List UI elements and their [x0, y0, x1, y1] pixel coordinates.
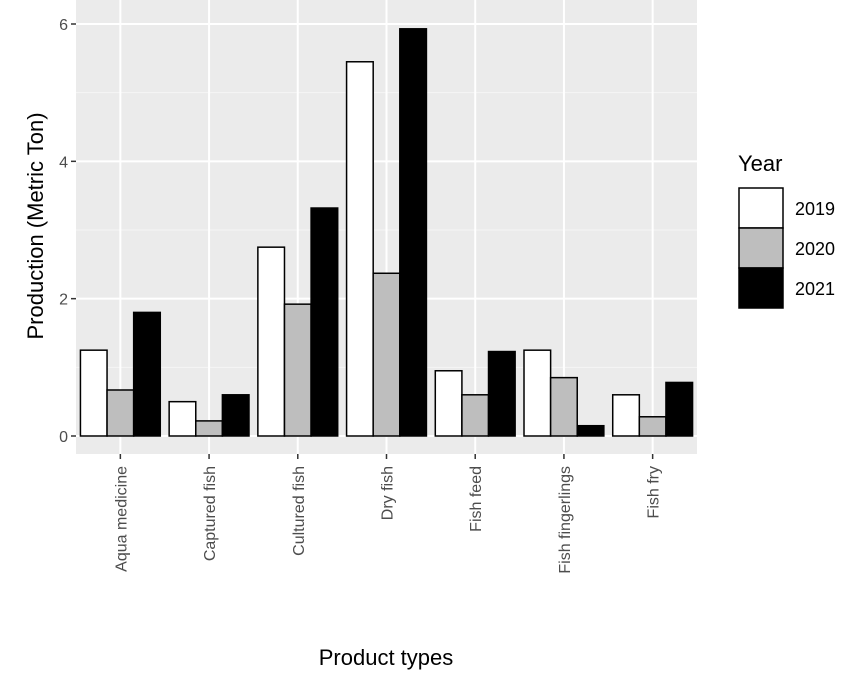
bar-2020-fish-feed: [461, 394, 490, 437]
legend-key-2021: [738, 267, 784, 309]
bar-2021-fish-fingerlings: [576, 424, 605, 437]
bar-2020-fish-fingerlings: [549, 376, 578, 437]
legend-key-2020: [738, 227, 784, 269]
x-tick-label: Cultured fish: [291, 466, 308, 556]
legend-label-2020: 2020: [795, 239, 835, 259]
legend-key-2019: [738, 187, 784, 229]
y-tick-label: 2: [59, 292, 68, 309]
y-axis: 0 2 4 6: [59, 17, 76, 446]
bar-2019-captured-fish: [168, 400, 197, 437]
bar-2021-captured-fish: [221, 394, 250, 437]
bar-2020-cultured-fish: [283, 303, 312, 437]
bar-2019-fish-fingerlings: [523, 349, 552, 437]
bar-2020-captured-fish: [195, 420, 224, 437]
bar-2021-fish-fry: [665, 381, 694, 437]
x-tick-label: Fish fry: [646, 466, 663, 518]
bar-2019-fish-feed: [434, 370, 463, 437]
y-tick-label: 4: [59, 154, 68, 171]
bar-2019-aqua-medicine: [79, 349, 108, 437]
legend-label-2019: 2019: [795, 199, 835, 219]
bar-2019-dry-fish: [345, 61, 374, 437]
x-axis-title: Product types: [319, 645, 454, 670]
bar-2021-aqua-medicine: [132, 311, 162, 437]
legend-label-2021: 2021: [795, 279, 835, 299]
bar-2019-fish-fry: [611, 394, 641, 437]
legend: Year 2019 2020 2021: [738, 151, 835, 309]
legend-title: Year: [738, 151, 782, 176]
bars: [79, 28, 694, 437]
y-tick-label: 6: [59, 17, 68, 34]
y-axis-title: Production (Metric Ton): [23, 112, 48, 339]
bar-2021-dry-fish: [399, 28, 428, 437]
bar-2020-dry-fish: [372, 272, 401, 437]
x-tick-label: Aqua medicine: [113, 466, 130, 572]
y-tick-label: 0: [59, 429, 68, 446]
x-axis: Aqua medicine Captured fish Cultured fish D…: [113, 454, 663, 574]
x-tick-label: Captured fish: [202, 466, 219, 561]
bar-2020-fish-fry: [638, 416, 667, 437]
bar-2021-fish-feed: [487, 350, 516, 437]
x-tick-label: Fish fingerlings: [557, 466, 574, 574]
x-tick-label: Fish feed: [468, 466, 485, 532]
x-tick-label: Dry fish: [380, 466, 397, 520]
bar-2020-aqua-medicine: [106, 389, 135, 437]
bar-2021-cultured-fish: [310, 207, 339, 437]
bar-2019-cultured-fish: [257, 246, 286, 437]
